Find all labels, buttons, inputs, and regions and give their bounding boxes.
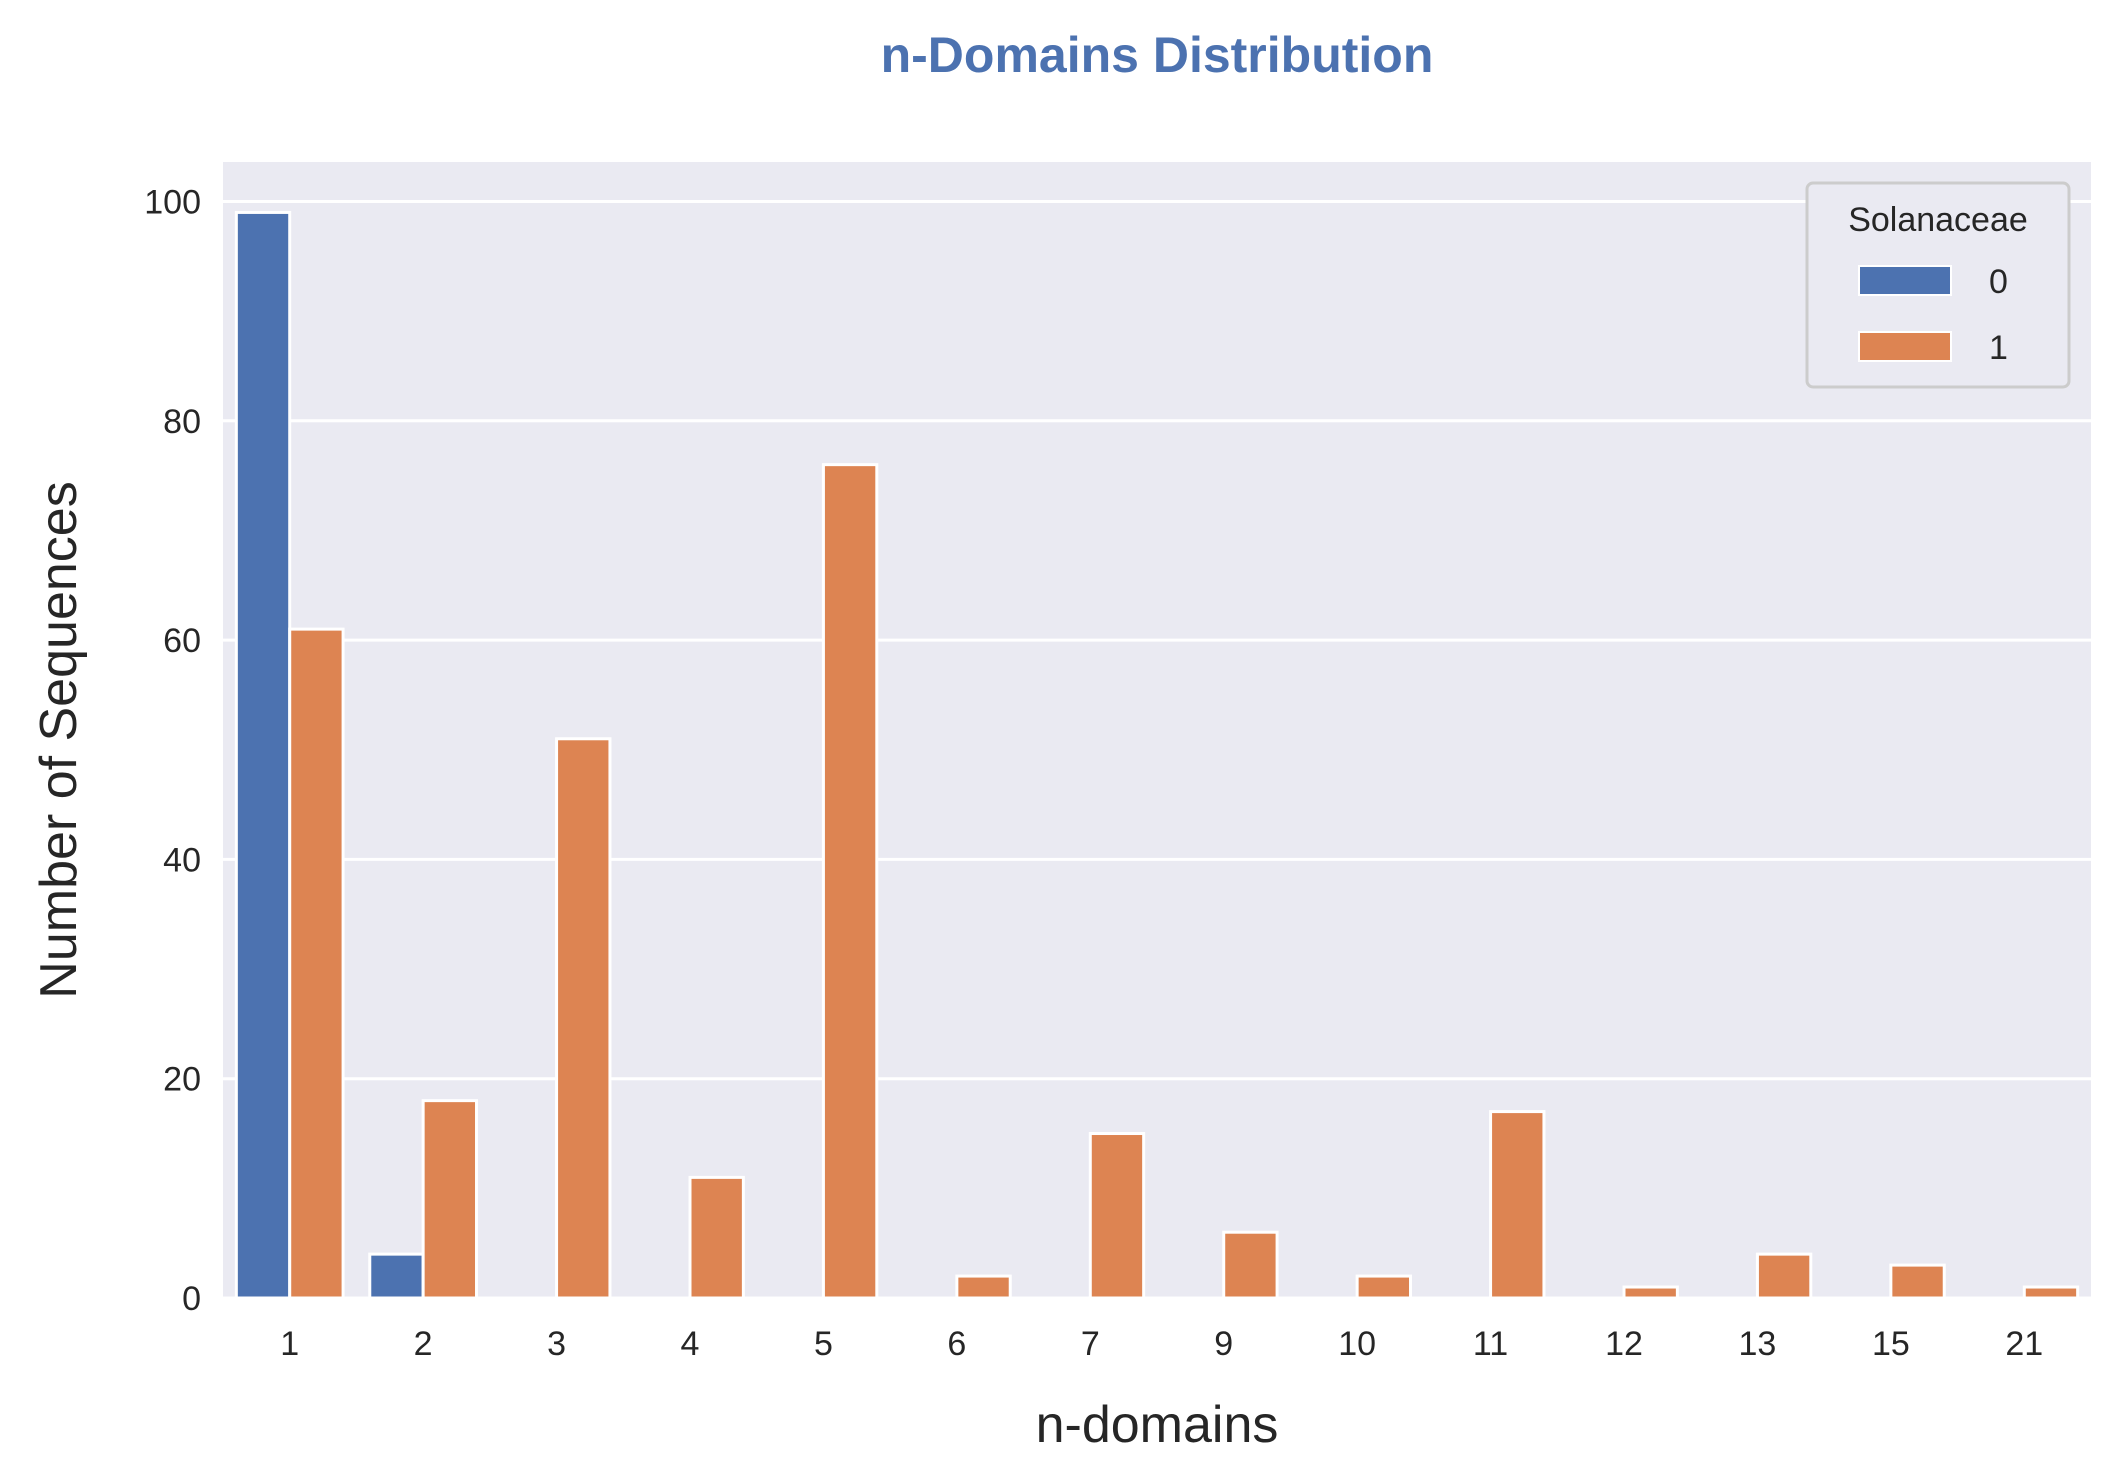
y-tick-label: 0 [182,1280,201,1318]
bar-2-series-0 [368,1252,425,1300]
y-axis-label: Number of Sequences [30,481,88,998]
legend-label-1: 1 [1989,329,2008,367]
bar-10-series-1 [1355,1274,1413,1300]
bars [234,210,2080,1300]
bar-7-series-1 [1088,1132,1146,1300]
gridlines [223,199,2091,1300]
y-tick-label: 40 [163,841,201,879]
x-tick-label: 2 [414,1325,433,1363]
bar-15-series-1 [1889,1263,1946,1300]
bar-3-series-1 [555,737,612,1300]
x-tick-label: 3 [547,1325,566,1363]
x-tick-label: 11 [1473,1325,1508,1363]
legend: Solanaceae 0 1 [1805,181,2071,389]
y-tick-label: 80 [163,403,201,441]
x-tick-label: 6 [947,1325,966,1363]
x-tick-label: 4 [681,1325,700,1363]
bar-21-series-1 [2022,1285,2080,1300]
y-tick-label: 100 [144,183,201,221]
chart-title: n-Domains Distribution [881,27,1434,83]
x-tick-label: 5 [814,1325,833,1363]
y-tick-label: 60 [163,622,201,660]
legend-title: Solanaceae [1848,201,2028,239]
x-tick-label: 12 [1605,1325,1643,1363]
legend-swatch-0 [1858,265,1952,296]
bar-2-series-1 [421,1099,479,1300]
bar-13-series-1 [1755,1252,1813,1300]
y-tick-label: 20 [163,1061,201,1099]
bar-11-series-1 [1489,1110,1546,1300]
x-tick-label: 7 [1081,1325,1100,1363]
bar-4-series-1 [688,1175,745,1300]
x-tick-label: 13 [1739,1325,1777,1363]
bar-5-series-1 [821,463,879,1300]
bar-6-series-1 [955,1274,1012,1300]
bar-12-series-1 [1622,1285,1679,1300]
legend-label-0: 0 [1989,263,2008,301]
x-tick-label: 9 [1214,1325,1233,1363]
bar-1-series-1 [288,627,345,1300]
y-axis-ticks: 0 20 40 60 80 100 [144,183,201,1318]
x-tick-label: 21 [2005,1325,2043,1363]
legend-swatch-1 [1858,331,1952,362]
x-tick-label: 1 [280,1325,299,1363]
bar-1-series-0 [234,210,292,1300]
bar-9-series-1 [1222,1230,1279,1300]
x-tick-label: 10 [1338,1325,1376,1363]
x-axis-label: n-domains [1036,1396,1279,1454]
plot-area [223,162,2091,1298]
x-axis-ticks: 1 2 3 4 5 6 7 9 10 11 12 13 15 21 [280,1325,2043,1363]
x-tick-label: 15 [1872,1325,1910,1363]
